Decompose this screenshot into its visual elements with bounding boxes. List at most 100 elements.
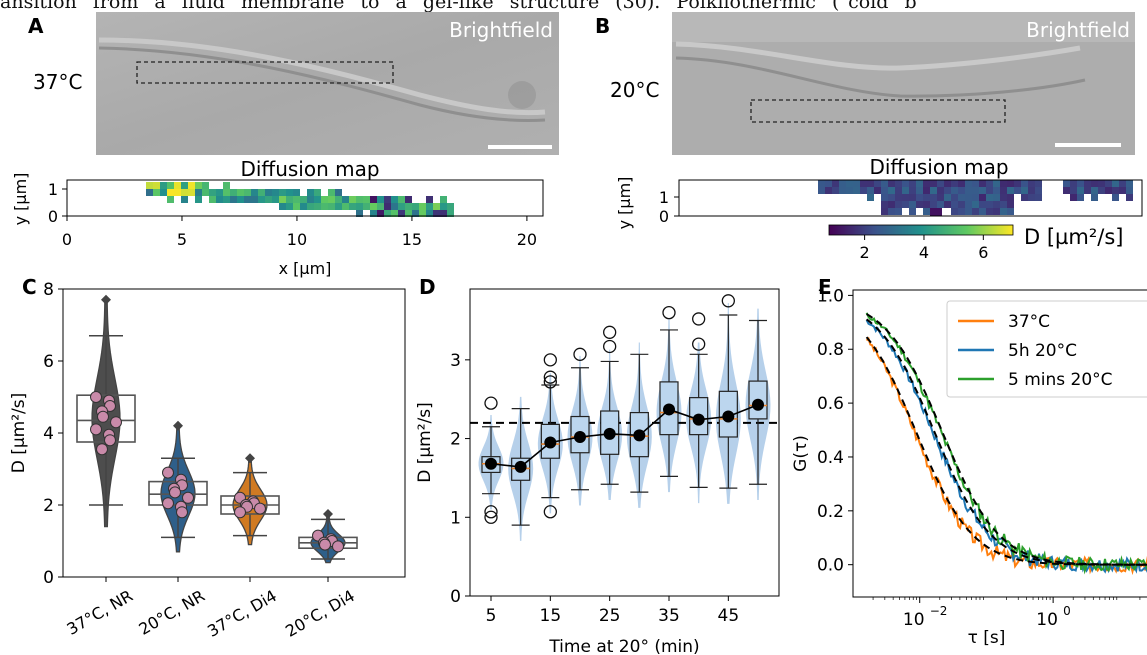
mean-point-d	[692, 413, 705, 426]
outlier-d	[484, 510, 498, 524]
x-tick-label-c: 37°C, NR	[63, 586, 136, 639]
map-pixel	[230, 189, 237, 196]
panel-letter-e: E	[818, 275, 832, 299]
map-pixel	[286, 189, 293, 196]
colorbar-label: D [µm²/s]	[1024, 225, 1123, 249]
map-pixel	[895, 187, 902, 194]
data-point-c	[176, 506, 188, 519]
map-pixel	[951, 201, 958, 208]
map-pixel	[335, 196, 342, 203]
map-pixel	[1077, 180, 1084, 187]
y-tick-label-d: 2	[450, 430, 461, 450]
map-pixel	[1007, 194, 1014, 201]
map-pixel	[888, 201, 895, 208]
y-tick-label-c: 8	[43, 280, 54, 300]
map-pixel	[391, 196, 398, 203]
map-pixel	[930, 187, 937, 194]
map-pixel	[258, 196, 265, 203]
map-pixel	[916, 201, 923, 208]
brightfield-label-b: Brightfield	[1026, 18, 1130, 42]
map-pixel	[965, 194, 972, 201]
map-pixel	[958, 180, 965, 187]
x-tick-label-d: 5	[486, 606, 497, 626]
x-tick-label-d: 15	[540, 606, 562, 626]
brightfield-image-b: Brightfield	[672, 12, 1135, 155]
map-pixel	[202, 182, 209, 189]
map-pixel	[1028, 194, 1035, 201]
map-pixel	[405, 196, 412, 203]
map-pixel	[146, 182, 153, 189]
map-pixel	[433, 210, 440, 217]
map-pixel	[1014, 180, 1021, 187]
map-pixel	[328, 203, 335, 210]
map-pixel	[1112, 194, 1119, 201]
map-pixel	[881, 194, 888, 201]
brightfield-label-a: Brightfield	[449, 18, 553, 42]
map-pixel	[356, 203, 363, 210]
map-pixel	[965, 208, 972, 215]
map-pixel	[881, 208, 888, 215]
map-pixel	[1000, 187, 1007, 194]
legend-label-e: 37°C	[1008, 312, 1050, 332]
map-pixel	[832, 180, 839, 187]
map-pixel	[1070, 180, 1077, 187]
scale-bar-a	[488, 145, 552, 149]
map-pixel	[160, 189, 167, 196]
map-a-x-tick-label: 5	[177, 230, 187, 249]
map-pixel	[916, 187, 923, 194]
data-point-c	[162, 466, 174, 479]
map-pixel	[398, 196, 405, 203]
map-pixel	[237, 196, 244, 203]
map-pixel	[895, 201, 902, 208]
map-pixel	[300, 196, 307, 203]
map-pixel	[1028, 187, 1035, 194]
map-pixel	[412, 203, 419, 210]
map-pixel	[972, 180, 979, 187]
map-pixel	[1077, 194, 1084, 201]
map-pixel	[349, 203, 356, 210]
mean-point-d	[752, 398, 764, 411]
map-pixel	[328, 196, 335, 203]
map-pixel	[195, 182, 202, 189]
map-pixel	[1112, 187, 1119, 194]
data-point-c	[104, 434, 116, 447]
map-pixel	[195, 196, 202, 203]
map-pixel	[160, 182, 167, 189]
map-pixel	[342, 203, 349, 210]
map-pixel	[426, 210, 433, 217]
map-pixel	[377, 196, 384, 203]
map-pixel	[265, 189, 272, 196]
map-pixel	[1007, 208, 1014, 215]
x-tick-label-c: 37°C, Di4	[204, 586, 280, 641]
map-pixel	[895, 194, 902, 201]
map-pixel	[1091, 194, 1098, 201]
map-pixel	[979, 194, 986, 201]
map-pixel	[321, 203, 328, 210]
map-pixel	[846, 180, 853, 187]
map-title-a: Diffusion map	[240, 157, 379, 181]
panel-letter-a: A	[28, 14, 44, 38]
map-pixel	[1035, 180, 1042, 187]
map-pixel	[300, 203, 307, 210]
map-frame-a	[66, 179, 544, 217]
map-pixel	[440, 203, 447, 210]
map-pixel	[1028, 180, 1035, 187]
map-pixel	[1126, 180, 1133, 187]
map-pixel	[881, 180, 888, 187]
mean-point-d	[485, 457, 497, 470]
violin-tip-c	[101, 294, 111, 305]
svg-text:1: 1	[48, 180, 58, 199]
map-pixel	[951, 208, 958, 215]
y-tick-label-e: 0.6	[817, 394, 844, 414]
map-pixel	[902, 187, 909, 194]
map-pixel	[972, 208, 979, 215]
map-pixel	[286, 196, 293, 203]
map-pixel	[958, 201, 965, 208]
map-pixel	[356, 210, 363, 217]
colorbar: 2 4 6 D [µm²/s]	[828, 224, 1123, 262]
map-pixel	[1035, 194, 1042, 201]
map-pixel	[209, 196, 216, 203]
map-pixel	[335, 203, 342, 210]
colorbar-tick-label: 2	[860, 243, 870, 262]
